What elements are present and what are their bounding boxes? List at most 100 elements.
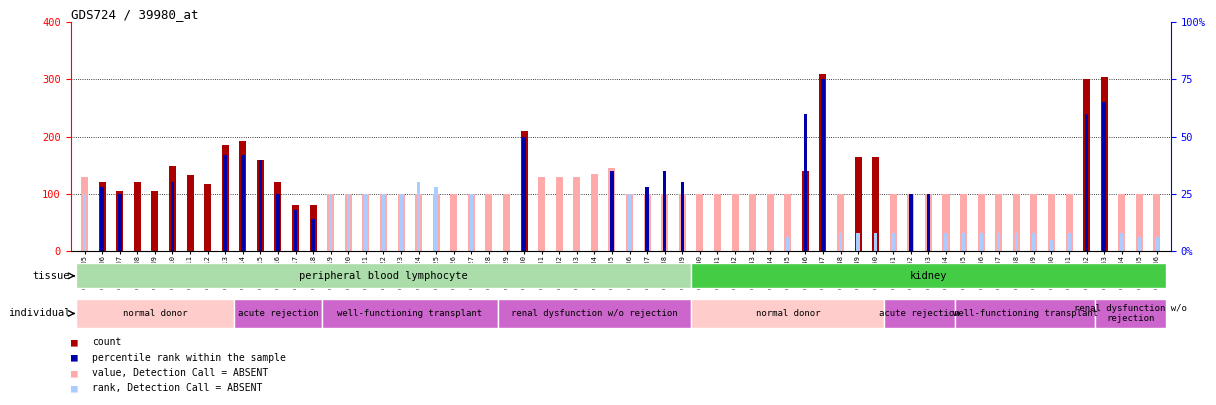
Bar	[322, 298, 497, 328]
Bar	[503, 194, 510, 251]
Bar	[872, 157, 879, 251]
Bar	[259, 160, 263, 251]
Bar	[784, 194, 792, 251]
Bar	[233, 298, 322, 328]
Text: percentile rank within the sample: percentile rank within the sample	[92, 353, 286, 362]
Bar	[890, 194, 896, 251]
Bar	[691, 298, 884, 328]
Bar	[204, 183, 212, 251]
Bar	[347, 194, 350, 251]
Bar	[1155, 237, 1159, 251]
Bar	[646, 187, 649, 251]
Text: individual: individual	[7, 309, 71, 318]
Bar	[907, 194, 914, 251]
Bar	[1065, 194, 1073, 251]
Bar	[556, 177, 563, 251]
Bar	[714, 194, 721, 251]
Bar	[1068, 233, 1071, 251]
Bar	[98, 182, 106, 251]
Bar	[662, 194, 669, 251]
Bar	[821, 79, 824, 251]
Bar	[379, 194, 387, 251]
Bar	[766, 194, 773, 251]
Bar	[398, 194, 405, 251]
Bar	[101, 187, 103, 251]
Bar	[539, 177, 545, 251]
Bar	[1100, 77, 1108, 251]
Bar	[884, 298, 955, 328]
Bar	[276, 194, 280, 251]
Bar	[679, 194, 686, 251]
Bar	[134, 182, 141, 251]
Bar	[573, 177, 580, 251]
Bar	[1136, 194, 1143, 251]
Bar	[523, 137, 525, 251]
Bar	[75, 263, 691, 288]
Bar	[591, 174, 598, 251]
Bar	[118, 194, 122, 251]
Text: ■: ■	[71, 353, 78, 362]
Bar	[257, 160, 264, 251]
Bar	[663, 171, 666, 251]
Bar	[820, 74, 827, 251]
Text: normal donor: normal donor	[755, 309, 820, 318]
Bar	[732, 194, 738, 251]
Bar	[311, 219, 315, 251]
Bar	[681, 182, 685, 251]
Bar	[241, 155, 244, 251]
Bar	[221, 145, 229, 251]
Bar	[399, 194, 402, 251]
Bar	[955, 298, 1096, 328]
Text: ■: ■	[71, 368, 78, 378]
Bar	[1014, 233, 1018, 251]
Bar	[1119, 194, 1125, 251]
Bar	[450, 194, 457, 251]
Bar	[292, 205, 299, 251]
Bar	[1083, 79, 1090, 251]
Bar	[1030, 194, 1037, 251]
Bar	[855, 157, 862, 251]
Bar	[801, 171, 809, 251]
Bar	[1032, 233, 1036, 251]
Bar	[382, 194, 385, 251]
Text: GDS724 / 39980_at: GDS724 / 39980_at	[71, 8, 198, 21]
Bar	[786, 237, 789, 251]
Bar	[925, 194, 931, 251]
Bar	[1049, 240, 1053, 251]
Bar	[978, 194, 985, 251]
Bar	[117, 191, 123, 251]
Bar	[891, 233, 895, 251]
Bar	[152, 191, 158, 251]
Bar	[627, 194, 631, 251]
Bar	[81, 177, 88, 251]
Bar	[415, 194, 422, 251]
Bar	[362, 194, 370, 251]
Bar	[468, 194, 475, 251]
Bar	[927, 194, 930, 251]
Bar	[804, 114, 807, 251]
Text: acute rejection: acute rejection	[879, 309, 959, 318]
Bar	[275, 182, 281, 251]
Bar	[170, 182, 174, 251]
Bar	[485, 194, 492, 251]
Bar	[224, 155, 227, 251]
Bar	[856, 233, 860, 251]
Bar	[910, 194, 912, 251]
Text: renal dysfunction w/o rejection: renal dysfunction w/o rejection	[511, 309, 677, 318]
Text: tissue: tissue	[33, 271, 71, 281]
Text: acute rejection: acute rejection	[237, 309, 319, 318]
Text: ■: ■	[71, 384, 78, 393]
Bar	[186, 175, 193, 251]
Bar	[997, 233, 1001, 251]
Text: value, Detection Call = ABSENT: value, Detection Call = ABSENT	[92, 368, 269, 378]
Text: ■: ■	[71, 337, 78, 347]
Text: rank, Detection Call = ABSENT: rank, Detection Call = ABSENT	[92, 384, 263, 393]
Text: kidney: kidney	[910, 271, 947, 281]
Text: normal donor: normal donor	[123, 309, 187, 318]
Bar	[330, 194, 332, 251]
Bar	[1103, 102, 1107, 251]
Bar	[417, 182, 421, 251]
Bar	[643, 194, 651, 251]
Bar	[691, 263, 1166, 288]
Bar	[626, 194, 634, 251]
